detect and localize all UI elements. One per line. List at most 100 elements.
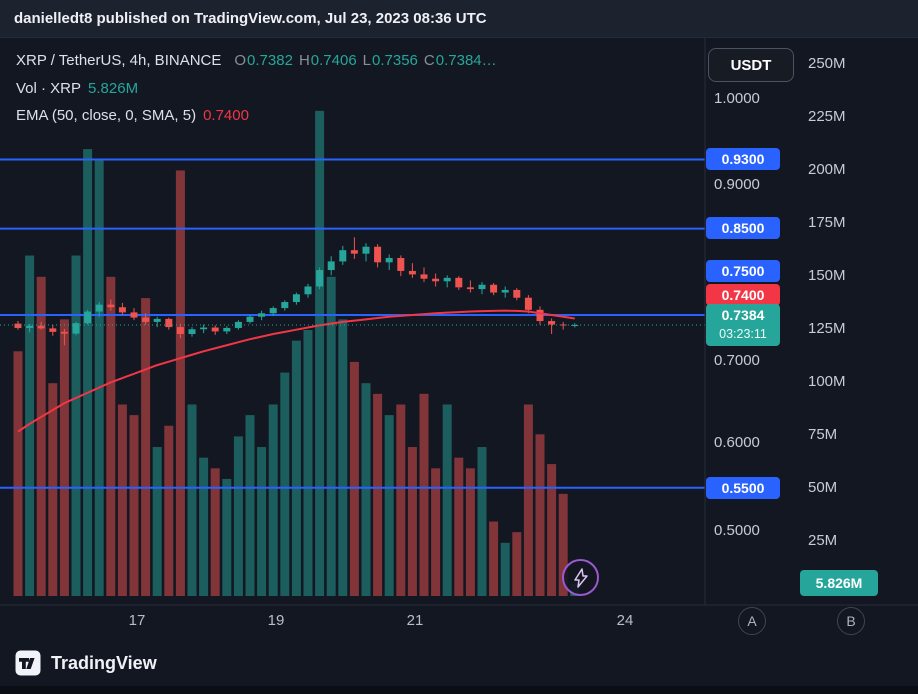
volume-scale-label: 25M	[808, 532, 838, 549]
candle-body	[258, 313, 266, 317]
boost-button[interactable]	[562, 559, 599, 596]
ohlc-value: 0.7356	[372, 52, 418, 69]
volume-bar	[141, 298, 151, 596]
price-badge-0.9300[interactable]: 0.9300	[706, 148, 780, 170]
volume-scale-label: 50M	[808, 479, 838, 496]
volume-bar	[129, 415, 139, 596]
candle-body	[408, 270, 416, 275]
volume-bar	[303, 330, 313, 596]
ohlc-key: L	[362, 52, 372, 69]
tradingview-logo-icon	[15, 650, 41, 676]
price-badge-value: 0.8500	[721, 220, 765, 236]
volume-bar	[117, 404, 127, 596]
volume-bar	[164, 425, 174, 596]
bottom-strip	[0, 686, 918, 694]
volume-indicator-label[interactable]: Vol · XRP	[16, 80, 82, 97]
candle-body	[107, 304, 115, 308]
volume-bar	[396, 404, 406, 596]
volume-bar	[547, 464, 557, 596]
footer-brand-link[interactable]: TradingView	[51, 652, 157, 673]
volume-bar	[326, 276, 336, 596]
volume-bar	[245, 415, 255, 596]
ohlc-value: 0.7384…	[435, 52, 497, 69]
price-badge-value: 0.7500	[721, 263, 765, 279]
candle-body	[443, 277, 451, 282]
volume-scale-label: 75M	[808, 426, 838, 443]
current-volume-badge: 5.826M	[800, 570, 878, 596]
price-scale-label: 0.9000	[714, 176, 760, 193]
ema-indicator-label[interactable]: EMA (50, close, 0, SMA, 5)	[16, 107, 197, 124]
volume-bar	[233, 436, 243, 596]
volume-bar	[489, 521, 499, 596]
candle-body	[95, 304, 103, 312]
candle-body	[397, 257, 405, 271]
footer: TradingView	[0, 640, 918, 686]
volume-scale-label: 250M	[808, 55, 846, 72]
volume-bar	[558, 493, 568, 596]
currency-toggle-button[interactable]: USDT	[708, 48, 794, 82]
volume-bar	[175, 170, 185, 596]
symbol-title[interactable]: XRP / TetherUS, 4h, BINANCE	[16, 52, 222, 69]
candle-body	[292, 294, 300, 303]
candle-body	[466, 287, 474, 290]
ohlc-key: C	[423, 52, 435, 69]
candle-body	[374, 246, 382, 263]
candle-body	[269, 308, 277, 314]
candle-body	[350, 250, 358, 254]
candle-body	[327, 261, 335, 271]
candle-body	[478, 284, 486, 290]
volume-scale-label: 100M	[808, 373, 846, 390]
price-badge-value: 0.7384	[721, 307, 765, 323]
candle-body	[223, 327, 231, 332]
volume-bar	[361, 383, 371, 596]
volume-bar	[36, 276, 46, 596]
ema-line	[17, 309, 575, 433]
volume-bar	[152, 447, 162, 596]
volume-scale-label: 125M	[808, 320, 846, 337]
candle-body	[84, 311, 92, 324]
candle-body	[165, 318, 173, 328]
price-badge-0.7384[interactable]: 0.7384 03:23:11	[706, 304, 780, 346]
volume-scale-label: 150M	[808, 267, 846, 284]
candle-body	[548, 321, 556, 325]
price-badge-0.8500[interactable]: 0.8500	[706, 217, 780, 239]
volume-bar	[431, 468, 441, 596]
candle-body	[176, 327, 184, 335]
volume-bar	[280, 372, 290, 596]
candle-body	[188, 329, 196, 335]
volume-bar	[222, 478, 232, 596]
volume-bar	[13, 351, 23, 596]
price-badge-countdown: 03:23:11	[719, 327, 767, 341]
candle-body	[200, 327, 208, 330]
price-badge-0.5500[interactable]: 0.5500	[706, 477, 780, 499]
volume-bar	[419, 393, 429, 596]
ohlc-value: 0.7382	[247, 52, 293, 69]
ohlc-value: 0.7406	[310, 52, 357, 69]
volume-bar	[454, 457, 464, 596]
publish-bar: danielledt8 published on TradingView.com…	[0, 0, 918, 38]
volume-bar	[210, 468, 220, 596]
price-scale-label: 1.0000	[714, 90, 760, 107]
volume-bar	[71, 255, 81, 596]
ohlc-values: O0.7382 H0.7406 L0.7356 C0.7384…	[228, 52, 496, 69]
price-badge-value: 0.9300	[721, 151, 765, 167]
volume-scale-label: 225M	[808, 108, 846, 125]
volume-bar	[48, 383, 58, 596]
candle-body	[339, 250, 347, 262]
candle-body	[14, 323, 22, 328]
scale-button-b[interactable]: B	[837, 607, 865, 635]
price-badge-0.7500[interactable]: 0.7500	[706, 260, 780, 282]
ohlc-key: H	[298, 52, 310, 69]
candle-body	[49, 328, 57, 332]
candle-body	[234, 321, 242, 328]
candle-body	[513, 289, 521, 298]
candle-body	[536, 309, 544, 322]
candle-body	[501, 289, 509, 293]
scale-button-a[interactable]: A	[738, 607, 766, 635]
price-badge-0.7400[interactable]: 0.7400	[706, 284, 780, 306]
candle-body	[455, 277, 463, 288]
candle-body	[524, 297, 532, 310]
volume-bar	[523, 404, 533, 596]
